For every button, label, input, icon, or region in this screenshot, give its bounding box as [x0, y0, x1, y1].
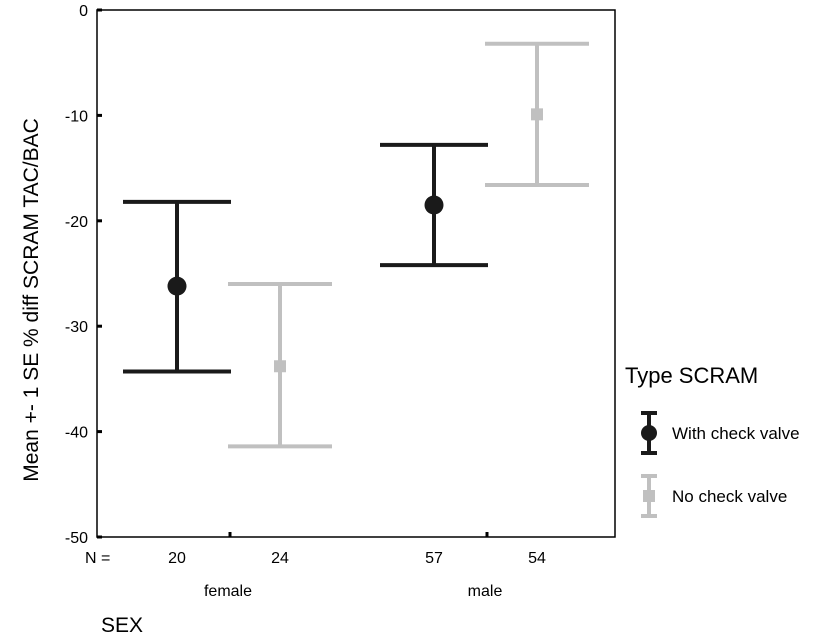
- y-tick-label: -20: [65, 214, 88, 231]
- x-axis: female male: [204, 532, 502, 600]
- y-tick-label: -40: [65, 425, 88, 442]
- legend-marker: [643, 490, 655, 502]
- x-category-label: female: [204, 583, 252, 600]
- y-tick-label: -10: [65, 108, 88, 125]
- legend-title: Type SCRAM: [625, 363, 758, 388]
- y-tick-label: -50: [65, 530, 88, 547]
- y-axis-title: Mean +- 1 SE % diff SCRAM TAC/BAC: [20, 118, 43, 482]
- data-marks: 20 57 24 54: [123, 41, 589, 567]
- x-axis-title: SEX: [101, 614, 143, 637]
- mean-point: [424, 195, 444, 215]
- n-value-label: 24: [271, 550, 289, 567]
- n-value-label: 54: [528, 550, 546, 567]
- legend-label: With check valve: [672, 424, 800, 443]
- y-tick-label: 0: [79, 3, 88, 20]
- y-tick-label: -30: [65, 319, 88, 336]
- mean-point: [274, 360, 286, 373]
- n-value-label: 57: [425, 550, 443, 567]
- mean-point: [167, 276, 187, 296]
- n-value-label: 20: [168, 550, 186, 567]
- y-axis: 0 -10 -20 -30 -40 -50: [65, 3, 102, 547]
- mean-point: [531, 108, 543, 121]
- legend-marker: [641, 425, 657, 441]
- n-label: N =: [85, 550, 110, 567]
- legend-label: No check valve: [672, 487, 787, 506]
- legend: Type SCRAM With check valve No check valv…: [625, 363, 800, 518]
- plot-frame: [96, 9, 616, 538]
- x-category-label: male: [468, 583, 503, 600]
